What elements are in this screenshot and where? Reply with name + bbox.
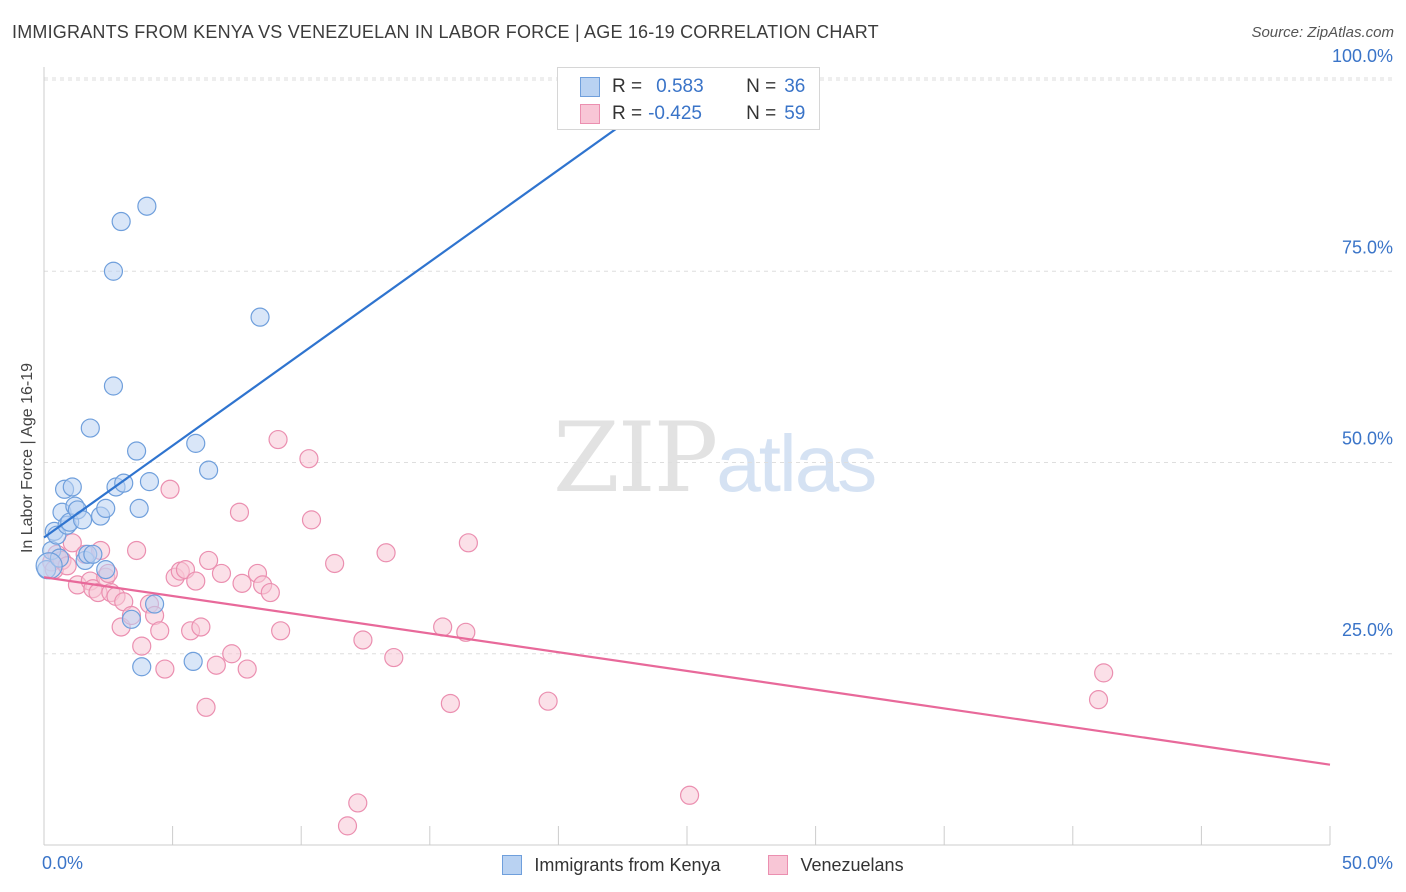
legend-row-venezuelans: R = -0.425 N = 59 — [580, 101, 805, 127]
r-label: R = — [612, 103, 643, 124]
venezuelans-points — [42, 429, 1114, 836]
kenya-point — [83, 544, 103, 564]
n-label: N = — [746, 76, 777, 97]
venezuelans-point — [538, 691, 558, 711]
kenya-swatch — [502, 855, 523, 875]
r-value: -0.425 — [648, 103, 702, 124]
venezuelans-point — [433, 617, 453, 637]
kenya-point — [121, 609, 142, 629]
kenya-point — [139, 472, 160, 492]
kenya-swatch — [580, 77, 600, 97]
kenya-point — [103, 376, 124, 396]
kenya-point — [62, 477, 82, 497]
venezuelans-point — [132, 636, 152, 656]
venezuelans-point — [229, 502, 250, 522]
r-value: 0.583 — [656, 76, 704, 97]
kenya-point — [103, 261, 124, 281]
legend-item-kenya[interactable]: Immigrants from Kenya — [502, 855, 720, 876]
kenya-point — [186, 433, 206, 453]
grid-lines — [44, 77, 1392, 655]
y-tick-label: 25.0% — [1342, 620, 1393, 640]
venezuelans-point — [301, 510, 322, 530]
venezuelans-point — [232, 573, 252, 593]
kenya-point — [144, 594, 165, 614]
n-value: 36 — [784, 76, 806, 97]
venezuelans-point — [1094, 663, 1114, 683]
tick-labels: 25.0% 50.0% 75.0% 100.0% 0.0% 50.0% — [42, 46, 1393, 873]
venezuelans-point — [376, 543, 396, 563]
venezuelans-point — [126, 540, 147, 561]
legend-item-venezuelans[interactable]: Venezuelans — [768, 854, 904, 876]
venezuelans-point — [271, 621, 291, 641]
venezuelans-point — [456, 622, 476, 642]
legend-label: Venezuelans — [800, 854, 904, 875]
venezuelans-point — [268, 429, 288, 450]
kenya-point — [199, 460, 219, 480]
kenya-point — [137, 196, 157, 216]
kenya-point — [111, 211, 131, 232]
y-tick-label: 100.0% — [1332, 46, 1393, 66]
chart-title: IMMIGRANTS FROM KENYA VS VENEZUELAN IN L… — [12, 22, 879, 42]
venezuelans-point — [237, 659, 257, 679]
venezuelans-swatch — [768, 855, 789, 875]
kenya-point — [126, 441, 147, 461]
venezuelans-point — [325, 553, 345, 574]
kenya-trend-line — [43, 79, 686, 539]
venezuelans-swatch — [580, 104, 600, 124]
kenya-point — [96, 559, 116, 580]
venezuelans-point — [206, 655, 226, 675]
source-label: Source: ZipAtlas.com — [1251, 24, 1394, 41]
venezuelans-point — [679, 785, 700, 805]
watermark-atlas: atlas — [716, 419, 877, 508]
venezuelans-point — [260, 582, 280, 603]
venezuelans-point — [150, 621, 170, 641]
legend-row-kenya: R = 0.583 N = 36 — [580, 74, 805, 100]
venezuelans-point — [1088, 690, 1109, 710]
venezuelans-point — [196, 697, 216, 717]
correlation-legend: R = 0.583 N = 36 R = -0.425 N = 59 — [557, 67, 820, 130]
venezuelans-point — [62, 533, 82, 553]
kenya-point — [80, 418, 100, 438]
y-tick-label: 50.0% — [1342, 429, 1393, 449]
venezuelans-point — [199, 550, 219, 571]
kenya-point — [132, 657, 152, 677]
venezuelans-point — [440, 693, 460, 714]
legend-label: Immigrants from Kenya — [534, 854, 721, 875]
venezuelans-point — [211, 563, 232, 584]
venezuelans-trend-line — [43, 576, 1331, 766]
axes — [43, 67, 1331, 846]
venezuelans-point — [384, 647, 404, 668]
venezuelans-point — [353, 630, 373, 650]
venezuelans-point — [458, 533, 478, 553]
n-value: 59 — [784, 103, 806, 124]
kenya-point — [114, 473, 134, 493]
venezuelans-point — [155, 659, 175, 679]
venezuelans-point — [186, 571, 206, 591]
kenya-point — [250, 307, 270, 327]
venezuelans-point — [299, 449, 319, 469]
watermark-zip: ZIP — [553, 402, 718, 514]
x-tick-label: 50.0% — [1342, 853, 1393, 873]
n-label: N = — [746, 103, 777, 124]
kenya-point — [129, 498, 149, 518]
kenya-point — [96, 498, 116, 518]
trend-lines — [43, 79, 1331, 766]
y-tick-label: 75.0% — [1342, 237, 1393, 257]
venezuelans-point — [337, 816, 358, 836]
kenya-points — [35, 196, 270, 677]
venezuelans-point — [348, 793, 368, 813]
venezuelans-point — [222, 644, 242, 664]
x-tick-label: 0.0% — [42, 853, 83, 873]
r-label: R = — [612, 76, 643, 97]
series-legend: Immigrants from Kenya Venezuelans — [0, 852, 1406, 878]
venezuelans-point — [160, 479, 180, 499]
kenya-point — [183, 651, 203, 672]
kenya-point — [35, 552, 63, 580]
venezuelans-point — [191, 617, 211, 637]
watermark: ZIPatlas — [553, 402, 877, 514]
